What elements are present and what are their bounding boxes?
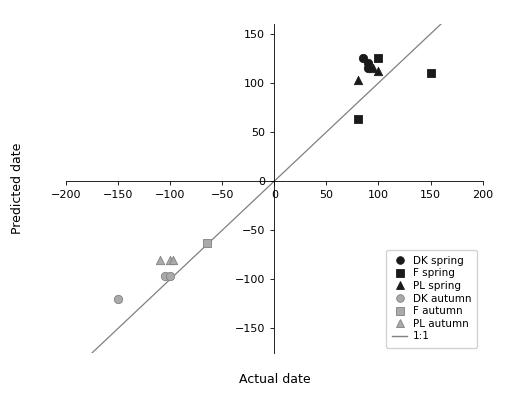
- Text: Predicted date: Predicted date: [11, 143, 24, 234]
- Point: [166, 256, 174, 263]
- Point: [369, 65, 377, 71]
- Point: [166, 273, 174, 279]
- Point: [156, 256, 164, 263]
- Point: [161, 273, 169, 279]
- Point: [364, 60, 372, 67]
- Point: [169, 256, 177, 263]
- Point: [374, 68, 383, 74]
- Point: [374, 55, 383, 62]
- Point: [426, 70, 434, 76]
- Legend: DK spring, F spring, PL spring, DK autumn, F autumn, PL autumn, 1:1: DK spring, F spring, PL spring, DK autum…: [386, 249, 478, 348]
- Text: Actual date: Actual date: [239, 373, 310, 386]
- Point: [364, 65, 372, 71]
- Point: [114, 296, 122, 302]
- Point: [203, 240, 211, 246]
- Point: [354, 116, 362, 122]
- Point: [359, 55, 367, 62]
- Point: [354, 77, 362, 83]
